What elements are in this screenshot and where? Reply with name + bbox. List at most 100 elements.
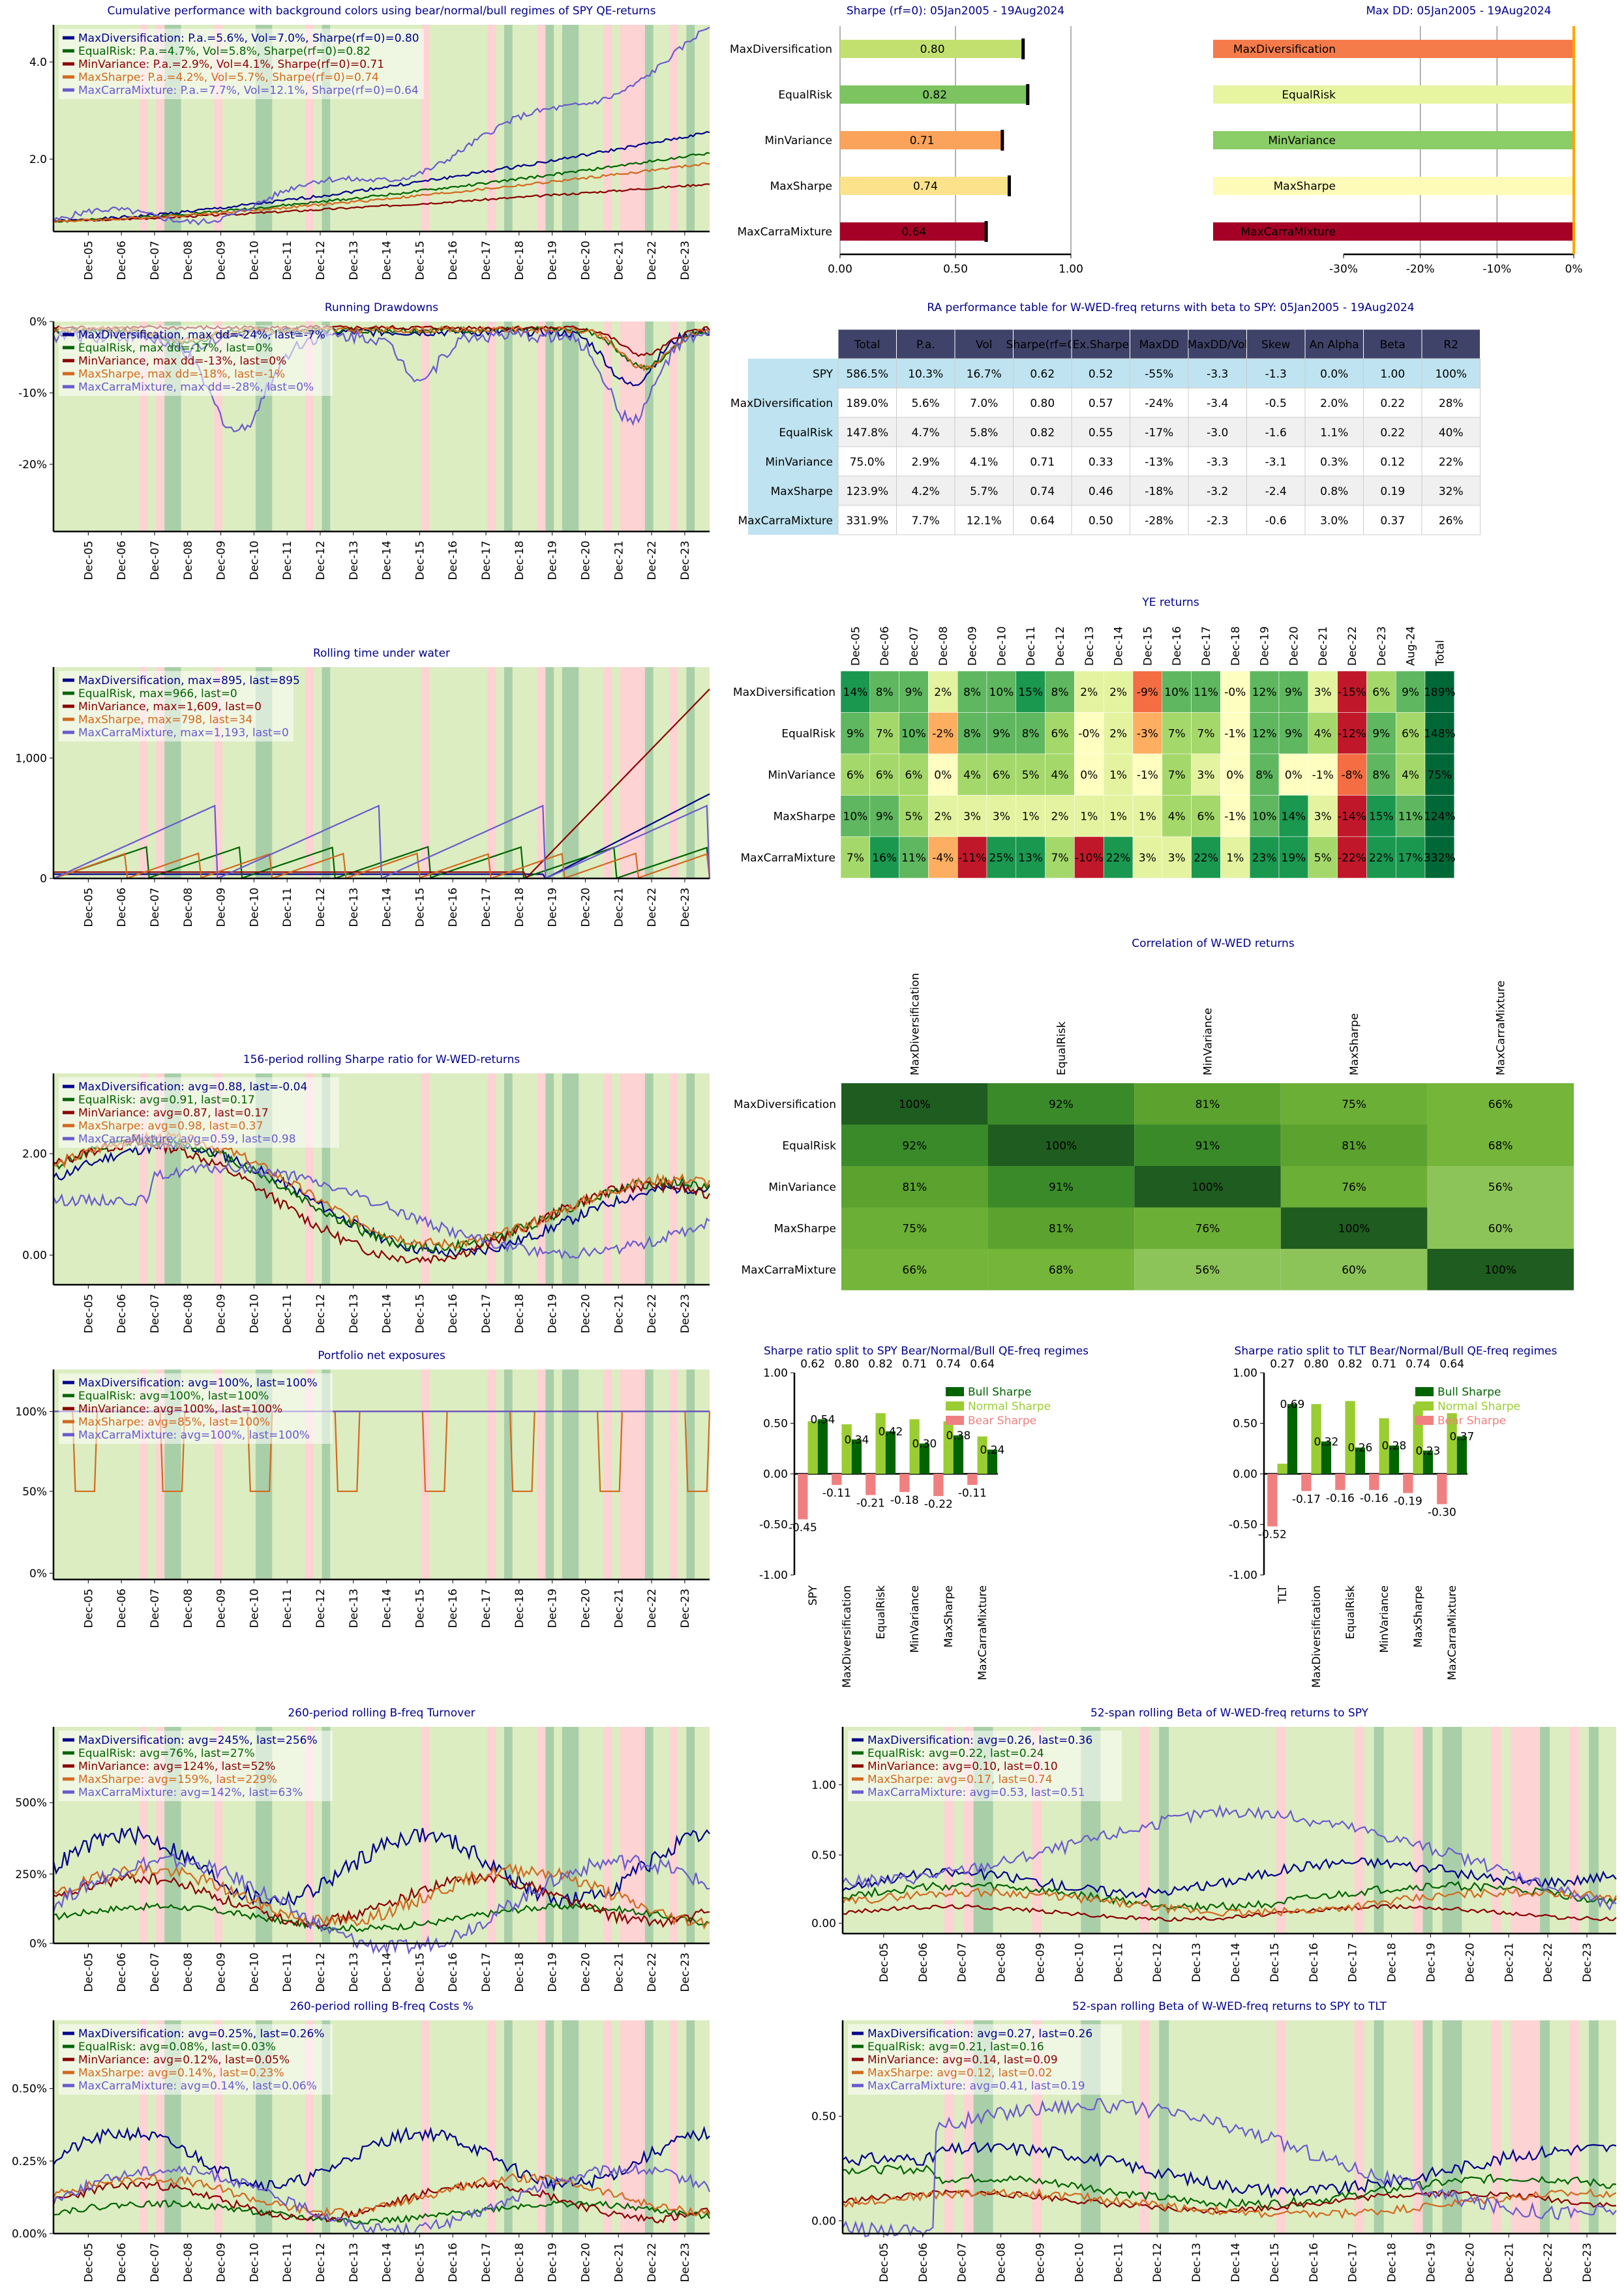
cell-value: 0.22 — [1380, 426, 1405, 440]
x-tick-label: Dec-17 — [480, 241, 493, 280]
bar — [1213, 40, 1574, 58]
column-label: Dec-13 — [1083, 626, 1096, 666]
regime-band-bear — [620, 25, 645, 232]
row-label: MinVariance — [768, 769, 835, 782]
bear-value-label: -0.52 — [1258, 1529, 1287, 1542]
x-tick-label: Dec-09 — [1034, 1943, 1047, 1982]
x-tick-label: Dec-11 — [281, 2243, 294, 2282]
cell-value: 1.1% — [1320, 426, 1348, 440]
cell-value: 0.22 — [1380, 397, 1405, 410]
cell-value: -28% — [1145, 515, 1173, 528]
table-cell — [1304, 475, 1364, 506]
bar-bear — [1335, 1474, 1346, 1490]
cell-value: 1% — [1139, 810, 1156, 823]
table-cell — [1071, 387, 1130, 418]
cell-value: 0.82 — [1030, 426, 1055, 440]
x-tick-label: Dec-08 — [182, 888, 195, 927]
heat-cell — [1427, 1249, 1574, 1291]
cell-value: -3.4 — [1207, 397, 1228, 410]
cell-value: 8% — [1051, 686, 1069, 699]
regime-band-bull — [562, 1073, 579, 1285]
column-label: Dec-14 — [1113, 626, 1126, 666]
cell-value: -12% — [1338, 727, 1366, 740]
x-tick-label: Dec-15 — [414, 1294, 427, 1334]
x-tick-label: Dec-13 — [1190, 1943, 1203, 1982]
table-cell — [1421, 417, 1481, 447]
chart-title: 52-span rolling Beta of W-WED-freq retur… — [1072, 2000, 1387, 2013]
regime-band-bear — [487, 2020, 496, 2234]
bar-normal — [1447, 1413, 1457, 1474]
table-cell — [1013, 417, 1072, 447]
x-tick-label: Dec-16 — [1308, 1943, 1321, 1982]
cell-value: 3% — [1314, 810, 1332, 823]
x-tick-label: Dec-22 — [646, 888, 659, 927]
column-label: Dec-18 — [1229, 626, 1242, 666]
series-line-MaxCarraMixture — [53, 26, 710, 226]
heat-cell — [1220, 712, 1250, 755]
y-tick-label: 2.0 — [29, 153, 47, 166]
cell-value: 68% — [1049, 1264, 1074, 1277]
series-line-EqualRisk — [842, 2164, 1617, 2209]
category-label: MaxCarraMixture — [738, 226, 833, 239]
cell-value: 3% — [1168, 852, 1186, 865]
heat-cell — [1427, 1124, 1574, 1166]
x-tick-label: Dec-20 — [1464, 1943, 1477, 1982]
heat-cell — [1074, 753, 1104, 796]
x-tick-label: Dec-05 — [82, 241, 95, 280]
x-tick-label: Dec-22 — [646, 541, 659, 580]
legend-label: MinVariance, max=1,609, last=0 — [78, 700, 262, 713]
x-tick-label: Dec-05 — [82, 888, 95, 927]
heat-cell — [928, 753, 958, 796]
heat-cell — [1424, 836, 1455, 878]
heat-cell — [1278, 753, 1309, 796]
legend-label: MaxDiversification: P.a.=5.6%, Vol=7.0%,… — [78, 32, 419, 45]
x-tick-label: Dec-16 — [1308, 2243, 1321, 2282]
heat-cell — [841, 1166, 988, 1208]
x-tick-label: Dec-21 — [612, 888, 625, 927]
regime-band-bull — [644, 667, 654, 878]
x-tick-label: Dec-23 — [679, 541, 692, 580]
legend-box — [59, 325, 333, 396]
x-tick-label: Dec-19 — [1424, 1943, 1437, 1982]
cell-value: -1% — [1312, 769, 1334, 782]
regime-band-bear — [603, 2020, 612, 2234]
table-cell — [1246, 417, 1306, 447]
series-line-EqualRisk — [53, 152, 710, 223]
cell-value: -11% — [958, 852, 987, 865]
x-tick-label: Dec-21 — [1503, 1943, 1516, 1982]
legend-box — [59, 1373, 333, 1444]
heat-cell — [1220, 836, 1250, 878]
row-label-cell — [748, 388, 838, 417]
row-label: MaxDiversification — [730, 397, 833, 410]
table-cell — [896, 446, 955, 477]
bear-value-label: -0.45 — [789, 1521, 817, 1534]
table-cell — [1071, 417, 1130, 447]
bar — [1213, 131, 1574, 149]
heat-cell — [987, 1083, 1135, 1125]
heat-cell — [1074, 712, 1104, 755]
x-tick-label: Dec-07 — [149, 541, 162, 580]
x-tick-label: Dec-07 — [956, 2243, 969, 2282]
cell-value: 6% — [876, 769, 894, 782]
heat-cell — [1366, 670, 1396, 713]
bar-normal — [943, 1421, 954, 1474]
row-label-cell — [748, 447, 838, 476]
x-tick-label: 0.00 — [828, 263, 852, 276]
cell-value: 147.8% — [846, 426, 888, 440]
column-label: Dec-20 — [1287, 626, 1301, 666]
cell-value: -0% — [1078, 727, 1100, 740]
bar-value-label: 0.74 — [913, 180, 938, 193]
x-tick-label: Dec-07 — [956, 1943, 969, 1982]
row-label: MaxSharpe — [774, 1222, 836, 1235]
x-tick-label: Dec-16 — [447, 1952, 460, 1992]
bar-bull — [851, 1439, 862, 1474]
turnover-chart: 260-period rolling B-freq Turnover 0% 250%… — [15, 1707, 710, 1992]
bear-value-label: -0.21 — [856, 1497, 885, 1510]
correlation-heatmap: Correlation of W-WED returns MaxDiversifi… — [734, 937, 1574, 1291]
bar-end-marker — [1007, 175, 1011, 196]
bar-normal — [909, 1419, 920, 1474]
cell-value: 66% — [902, 1264, 927, 1277]
x-tick-label: Dec-14 — [381, 1294, 394, 1334]
running-drawdowns-chart: Running Drawdowns 0% -10% -20% Dec-05 Dec-06 D… — [18, 301, 710, 580]
bar — [840, 222, 988, 241]
